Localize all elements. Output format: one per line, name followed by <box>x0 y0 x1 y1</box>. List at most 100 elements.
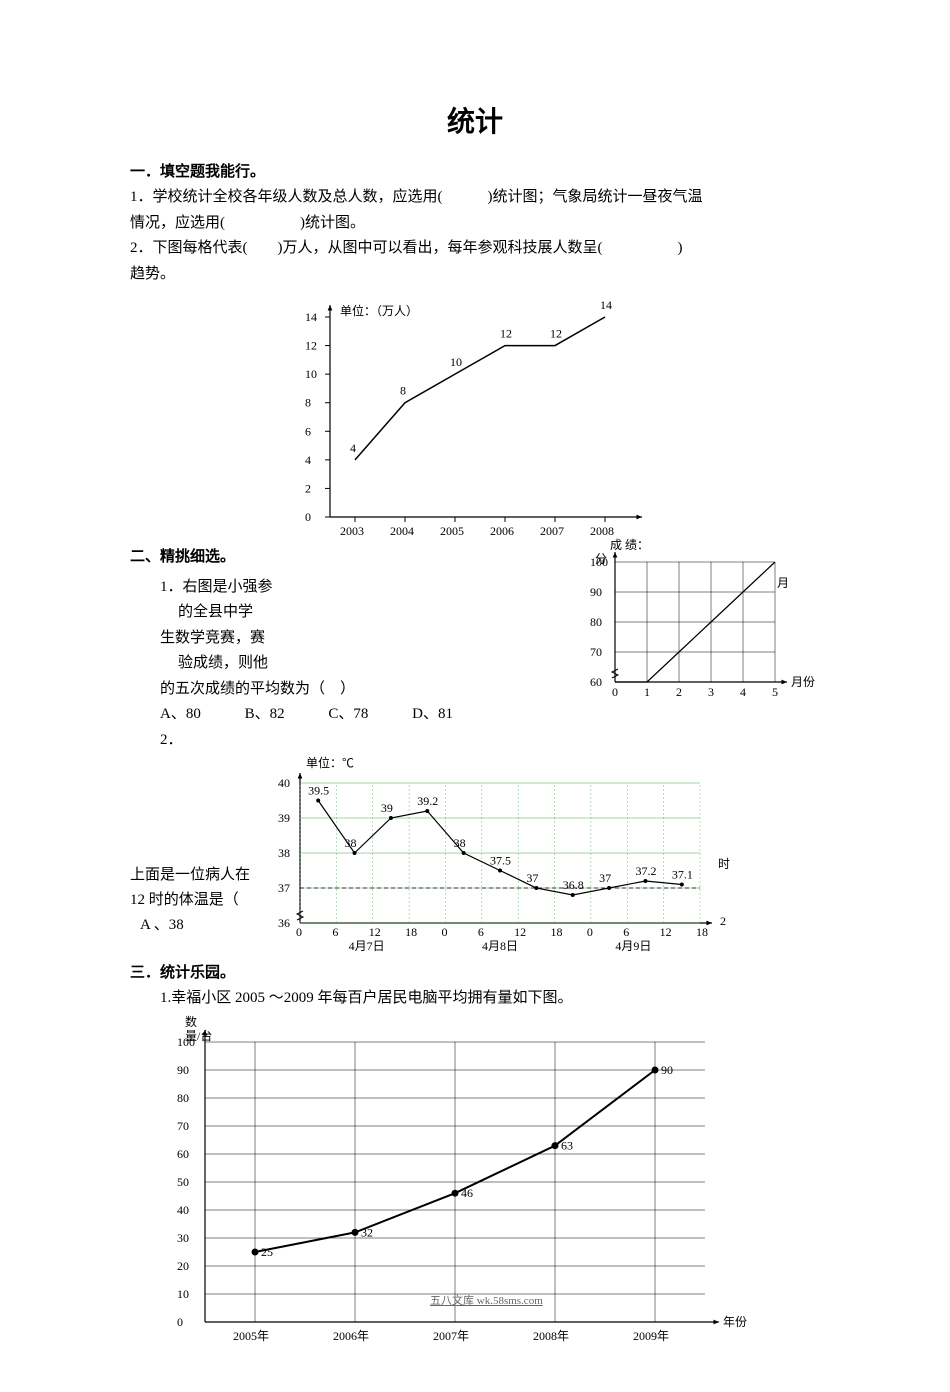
q1-opts: A、80 B、82 C、78 D、81 <box>130 702 580 728</box>
svg-text:12: 12 <box>500 327 512 341</box>
opt-a: A、80 <box>160 702 201 728</box>
svg-text:1: 1 <box>644 685 650 699</box>
svg-text:100: 100 <box>177 1035 195 1049</box>
svg-text:38: 38 <box>278 846 290 860</box>
svg-text:39.5: 39.5 <box>308 784 329 798</box>
q1-l3: 生数学竞赛，赛 <box>130 626 580 652</box>
chart1-svg: 单位：（万人）024681012142003200420052006200720… <box>260 287 690 537</box>
s1-q2-a: 2．下图每格代表( )万人，从图中可以看出，每年参观科技展人数呈( ) <box>130 236 820 262</box>
svg-text:2007年: 2007年 <box>433 1329 469 1343</box>
svg-text:0: 0 <box>587 925 593 939</box>
svg-text:12: 12 <box>305 339 317 353</box>
page-root: 统计 一．填空题我能行。 1．学校统计全校各年级人数及总人数，应选用( )统计图… <box>0 0 950 1392</box>
svg-text:6: 6 <box>478 925 484 939</box>
svg-text:10: 10 <box>177 1287 189 1301</box>
svg-text:4月9日: 4月9日 <box>615 939 651 953</box>
svg-text:37: 37 <box>278 881 290 895</box>
q1-l1: 1．右图是小强参 <box>130 575 580 601</box>
svg-text:0: 0 <box>612 685 618 699</box>
svg-text:3: 3 <box>708 685 714 699</box>
q2-label: 2． <box>130 728 580 754</box>
svg-text:100: 100 <box>590 555 608 569</box>
svg-text:90: 90 <box>590 585 602 599</box>
svg-text:时: 时 <box>718 857 730 871</box>
svg-text:37: 37 <box>526 871 538 885</box>
svg-text:14: 14 <box>600 298 612 312</box>
opt-b: B、82 <box>245 702 285 728</box>
svg-text:月: 月 <box>777 576 789 590</box>
svg-text:18: 18 <box>696 925 708 939</box>
svg-text:5: 5 <box>772 685 778 699</box>
svg-text:2003: 2003 <box>340 524 364 537</box>
svg-text:10: 10 <box>305 367 317 381</box>
svg-text:70: 70 <box>590 645 602 659</box>
svg-text:80: 80 <box>177 1091 189 1105</box>
svg-text:50: 50 <box>177 1175 189 1189</box>
svg-text:2: 2 <box>720 914 726 928</box>
chart2-svg: 成 绩：分月份月01234560708090100 <box>580 537 820 707</box>
svg-text:2006: 2006 <box>490 524 514 537</box>
svg-text:4月7日: 4月7日 <box>349 939 385 953</box>
svg-text:40: 40 <box>177 1203 189 1217</box>
opt-d: D、81 <box>412 702 453 728</box>
svg-text:39: 39 <box>278 811 290 825</box>
section1-heading: 一．填空题我能行。 <box>130 160 820 181</box>
svg-text:12: 12 <box>660 925 672 939</box>
svg-text:4月8日: 4月8日 <box>482 939 518 953</box>
svg-text:成 绩：: 成 绩： <box>610 538 649 552</box>
s3-q1: 1.幸福小区 2005 ～2009 年每百户居民电脑平均拥有量如下图。 <box>130 986 820 1012</box>
svg-text:60: 60 <box>177 1147 189 1161</box>
svg-text:90: 90 <box>177 1063 189 1077</box>
svg-text:12: 12 <box>514 925 526 939</box>
svg-text:2007: 2007 <box>540 524 564 537</box>
svg-text:2008年: 2008年 <box>533 1329 569 1343</box>
svg-text:年份: 年份 <box>723 1315 747 1329</box>
svg-text:6: 6 <box>332 925 338 939</box>
section3-heading: 三．统计乐园。 <box>130 961 820 982</box>
svg-text:2006年: 2006年 <box>333 1329 369 1343</box>
svg-text:0: 0 <box>177 1315 183 1329</box>
svg-text:0: 0 <box>305 510 311 524</box>
svg-text:12: 12 <box>550 327 562 341</box>
svg-text:0: 0 <box>296 925 302 939</box>
chart4-area: 数量/台年份01020304050607080901002005年2006年20… <box>130 1012 820 1352</box>
svg-text:37: 37 <box>599 871 611 885</box>
svg-text:6: 6 <box>623 925 629 939</box>
svg-text:37.1: 37.1 <box>672 868 693 882</box>
opt-c: C、78 <box>328 702 368 728</box>
svg-text:2008: 2008 <box>590 524 614 537</box>
q1-l5: 的五次成绩的平均数为（ ） <box>130 677 580 703</box>
s1-q1-a: 1．学校统计全校各年级人数及总人数，应选用( )统计图；气象局统计一昼夜气温 <box>130 185 820 211</box>
svg-text:39.2: 39.2 <box>417 794 438 808</box>
svg-text:月份: 月份 <box>791 675 815 689</box>
chart3-wrap: 上面是一位病人在 12 时的体温是（ A 、38 单位：℃时2363738394… <box>130 753 820 953</box>
svg-text:40: 40 <box>278 776 290 790</box>
svg-text:2004: 2004 <box>390 524 414 537</box>
chart3-opt-a: A 、38 <box>140 913 184 934</box>
svg-text:37.5: 37.5 <box>490 854 511 868</box>
svg-text:20: 20 <box>177 1259 189 1273</box>
svg-text:数: 数 <box>185 1014 197 1029</box>
svg-text:25: 25 <box>261 1245 273 1259</box>
section2-row: 二、精挑细选。 1．右图是小强参 的全县中学 生数学竞赛，赛 验成绩，则他 的五… <box>130 537 820 753</box>
svg-text:4: 4 <box>305 453 311 467</box>
svg-text:39: 39 <box>381 801 393 815</box>
svg-text:6: 6 <box>305 424 311 438</box>
svg-text:70: 70 <box>177 1119 189 1133</box>
svg-text:0: 0 <box>441 925 447 939</box>
chart1-area: 单位：（万人）024681012142003200420052006200720… <box>130 287 820 537</box>
svg-text:2005: 2005 <box>440 524 464 537</box>
s1-q2-b: 趋势。 <box>130 262 820 288</box>
svg-text:4: 4 <box>350 441 356 455</box>
svg-text:2009年: 2009年 <box>633 1329 669 1343</box>
watermark: 五八文库 wk.58sms.com <box>430 1292 543 1308</box>
s1-q1-b: 情况，应选用( )统计图。 <box>130 211 820 237</box>
svg-text:60: 60 <box>590 675 602 689</box>
svg-text:2: 2 <box>305 481 311 495</box>
svg-text:2: 2 <box>676 685 682 699</box>
svg-text:36: 36 <box>278 916 290 930</box>
svg-text:36.8: 36.8 <box>563 878 584 892</box>
svg-text:80: 80 <box>590 615 602 629</box>
chart3-svg: 单位：℃时236373839400612180612180612184月7日4月… <box>260 753 780 953</box>
svg-text:18: 18 <box>551 925 563 939</box>
